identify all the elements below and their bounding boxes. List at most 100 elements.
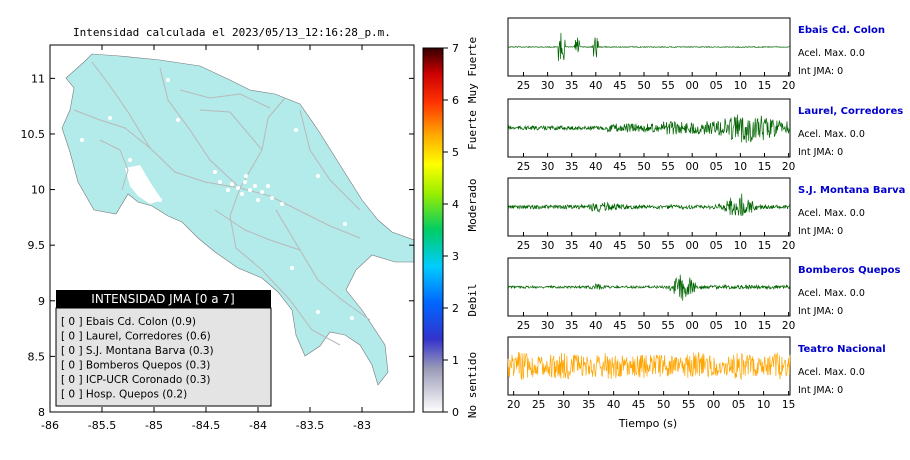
colorbar-tick-label: 6	[452, 94, 459, 107]
map-ytick-label: 8.5	[28, 350, 46, 363]
waveform-trace	[507, 274, 791, 301]
waveform-panel: 25 30 35 40 45 50 55 00 05 10 15 20 S.J. Montana Bar…	[507, 177, 905, 252]
legend-item: [ 0 ] ICP-UCR Coronado (0.3)	[61, 374, 211, 386]
legend-body	[55, 307, 272, 407]
waveform-tick-label: 25	[517, 240, 530, 252]
waveform-tick-label: 15	[782, 399, 795, 411]
waveform-tick-label: 30	[557, 399, 570, 411]
station-peak-accel: Acel. Max. 0.0	[798, 208, 865, 219]
road-network	[73, 61, 371, 346]
waveform-xlabel: Tiempo (s)	[618, 417, 677, 430]
waveform-tick-label: 55	[661, 161, 674, 173]
colorbar-class-label: No sentido	[466, 352, 479, 418]
waveform-trace	[507, 351, 791, 380]
colorbar-class-label: Moderado	[466, 179, 479, 232]
station-peak-accel: Acel. Max. 0.0	[798, 288, 865, 299]
colorbar-tick-label: 4	[452, 198, 459, 211]
waveform-tick-label: 30	[541, 161, 554, 173]
waveform-tick-label: 45	[613, 80, 626, 92]
waveform-tick-label: 45	[613, 320, 626, 332]
waveform-tick-label: 50	[637, 80, 650, 92]
colorbar-class-label: Fuerte	[466, 110, 479, 150]
waveform-tick-label: 55	[661, 320, 674, 332]
waveform-panel: 25 30 35 40 45 50 55 00 05 10 15 20 Ebais Cd. Colon A…	[507, 17, 885, 92]
waveform-tick-label: 10	[757, 399, 770, 411]
map-ytick-label: 10.5	[21, 128, 46, 141]
waveform-tick-label: 20	[782, 240, 795, 252]
waveform-tick-label: 15	[758, 240, 771, 252]
colorbar-class-label: Muy Fuerte	[466, 37, 479, 103]
waveform-tick-label: 20	[782, 80, 795, 92]
station-name: Teatro Nacional	[798, 344, 886, 355]
station-jma-intensity: Int JMA: 0	[798, 147, 843, 158]
colorbar-tick-label: 0	[452, 406, 459, 419]
map-xtick-label: -85	[145, 419, 163, 432]
colorbar-tick-label: 3	[452, 250, 459, 263]
waveform-tick-label: 10	[734, 240, 747, 252]
waveform-tick-label: 05	[710, 320, 723, 332]
map-frame	[49, 44, 415, 413]
map-xtick-label: -83.5	[296, 419, 324, 432]
colorbar-tick-label: 2	[452, 302, 459, 315]
waveform-panels: 25 30 35 40 45 50 55 00 05 10 15 20 Ebais Cd. Colon A…	[507, 17, 905, 411]
map-ytick-label: 11	[31, 72, 45, 85]
waveform-tick-label: 40	[607, 399, 620, 411]
waveform-tick-label: 35	[565, 240, 578, 252]
map-xtick-label: -83	[353, 419, 371, 432]
legend-item: [ 0 ] Laurel, Corredores (0.6)	[61, 331, 211, 343]
map-xtick-label: -84.5	[192, 419, 220, 432]
waveform-tick-label: 15	[758, 320, 771, 332]
colorbar-class-label: Debil	[466, 283, 479, 316]
colorbar-tick-label: 1	[452, 354, 459, 367]
waveform-tick-label: 30	[541, 320, 554, 332]
map-ytick-label: 8	[38, 406, 45, 419]
waveform-tick-label: 30	[541, 240, 554, 252]
waveform-tick-label: 20	[782, 161, 795, 173]
waveform-frame	[507, 98, 791, 158]
waveform-tick-label: 35	[582, 399, 595, 411]
gulf-of-nicoya	[125, 165, 162, 204]
waveform-tick-label: 00	[707, 399, 720, 411]
waveform-tick-label: 10	[734, 80, 747, 92]
station-name: Laurel, Corredores	[798, 106, 903, 117]
waveform-panel: 20 25 30 35 40 45 50 55 00 05 10 15 Teatro Nacional A…	[507, 336, 886, 411]
waveform-tick-label: 25	[517, 320, 530, 332]
waveform-tick-label: 45	[632, 399, 645, 411]
waveform-tick-label: 25	[517, 161, 530, 173]
station-jma-intensity: Int JMA: 0	[798, 306, 843, 317]
waveform-tick-label: 20	[782, 320, 795, 332]
map-ytick-label: 10	[31, 184, 45, 197]
station-jma-intensity: Int JMA: 0	[798, 226, 843, 237]
waveform-tick-label: 15	[758, 80, 771, 92]
waveform-tick-label: 05	[710, 161, 723, 173]
waveform-panel: 25 30 35 40 45 50 55 00 05 10 15 20 Bomberos Quepos A…	[507, 257, 901, 332]
legend-title: INTENSIDAD JMA [0 a 7]	[91, 292, 234, 306]
map-axes: -86 -85.5 -85 -84.5 -84 -83.5 -83 11 10.5 10 9.5 9 8…	[21, 45, 414, 432]
station-name: Bomberos Quepos	[798, 265, 901, 276]
waveform-tick-label: 40	[589, 161, 602, 173]
waveform-tick-label: 35	[565, 80, 578, 92]
map-xtick-label: -86	[41, 419, 59, 432]
waveform-tick-label: 45	[613, 240, 626, 252]
station-name: S.J. Montana Barva	[798, 185, 905, 196]
waveform-tick-label: 25	[517, 80, 530, 92]
waveform-tick-label: 55	[661, 240, 674, 252]
colorbar-ticks: 0 1 2 3 4 5 6 7	[443, 42, 459, 419]
colorbar-tick-label: 7	[452, 42, 459, 55]
legend-item: [ 0 ] Hosp. Quepos (0.2)	[61, 389, 187, 401]
costa-rica-land	[61, 53, 414, 386]
legend-item: [ 0 ] Ebais Cd. Colon (0.9)	[61, 316, 196, 328]
waveform-tick-label: 20	[507, 399, 520, 411]
waveform-tick-label: 50	[637, 240, 650, 252]
waveform-tick-label: 35	[565, 161, 578, 173]
waveform-tick-label: 30	[541, 80, 554, 92]
waveform-panel: 25 30 35 40 45 50 55 00 05 10 15 20 Laurel, Corredor…	[507, 98, 903, 173]
legend-header	[56, 290, 271, 308]
intensity-legend: INTENSIDAD JMA [0 a 7] [ 0 ] Ebais Cd. C…	[55, 290, 272, 407]
waveform-tick-label: 50	[637, 161, 650, 173]
waveform-tick-label: 00	[686, 161, 699, 173]
waveform-trace	[507, 114, 791, 143]
legend-item: [ 0 ] Bomberos Quepos (0.3)	[61, 360, 210, 372]
waveform-tick-label: 55	[661, 80, 674, 92]
map-xtick-label: -84	[249, 419, 267, 432]
